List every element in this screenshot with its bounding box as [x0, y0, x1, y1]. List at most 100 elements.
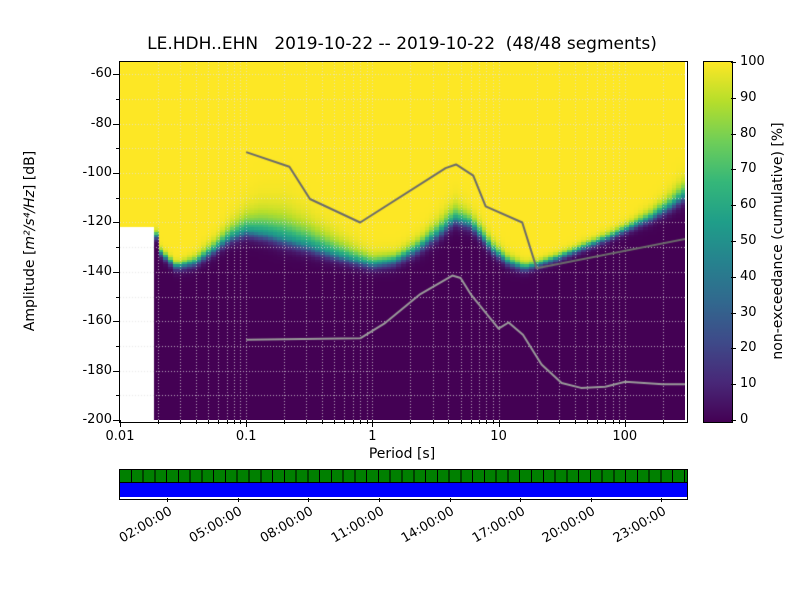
- y-axis-label-suffix: ] [dB]: [22, 150, 38, 191]
- x-minor-tick: [619, 420, 620, 424]
- colorbar-tick: [731, 348, 736, 350]
- time-tick-label: 08:00:00: [257, 504, 316, 547]
- x-minor-tick: [460, 420, 462, 424]
- y-minor-tick: [116, 296, 120, 298]
- x-minor-tick: [486, 420, 488, 424]
- x-tick-label: 1: [368, 429, 377, 444]
- y-major-tick: [113, 321, 120, 323]
- colorbar-tick-label: 10: [740, 376, 757, 392]
- colorbar-tick-label: 20: [740, 340, 757, 356]
- x-tick-label: 0.1: [235, 429, 257, 444]
- x-minor-tick: [448, 420, 450, 424]
- y-axis-label-prefix: Amplitude [: [22, 249, 38, 332]
- colorbar-tick: [731, 62, 736, 63]
- x-minor-tick: [558, 420, 560, 424]
- y-minor-tick: [116, 395, 120, 397]
- time-coverage-bar: [119, 469, 688, 500]
- time-tick: [378, 498, 380, 502]
- colorbar-gradient: [704, 62, 732, 422]
- y-minor-tick: [116, 148, 120, 150]
- y-minor-tick: [116, 197, 120, 199]
- colorbar-tick-label: 90: [740, 89, 757, 105]
- x-minor-tick: [334, 420, 336, 424]
- x-minor-tick: [344, 420, 346, 424]
- x-major-tick: [624, 420, 626, 427]
- x-axis-label: Period [s]: [368, 446, 436, 462]
- time-tick-label: 02:00:00: [116, 504, 175, 547]
- colorbar-tick: [731, 169, 736, 171]
- colorbar-tick: [731, 241, 736, 242]
- x-minor-tick: [233, 420, 235, 424]
- x-minor-tick: [208, 420, 210, 424]
- x-minor-tick: [284, 420, 286, 424]
- y-major-tick: [113, 173, 120, 175]
- x-minor-tick: [574, 420, 576, 424]
- colorbar-tick-label: 30: [740, 304, 757, 320]
- time-tick: [237, 498, 239, 502]
- x-minor-tick: [470, 420, 472, 424]
- colorbar-tick-label: 50: [740, 233, 757, 248]
- colorbar-tick-label: 60: [740, 197, 757, 213]
- colorbar-tick: [731, 276, 736, 278]
- y-tick-label: -160: [82, 313, 112, 329]
- y-tick-label: -200: [82, 412, 112, 427]
- x-minor-tick: [605, 420, 607, 424]
- colorbar-tick-label: 100: [740, 54, 765, 69]
- colorbar-tick-label: 40: [740, 268, 757, 284]
- y-tick-label: -140: [82, 263, 112, 279]
- x-minor-tick: [596, 420, 598, 424]
- y-tick-label: -100: [82, 165, 112, 181]
- time-tick: [661, 498, 663, 502]
- colorbar-tick: [731, 133, 736, 135]
- time-tick-label: 23:00:00: [610, 504, 669, 547]
- x-major-tick: [498, 420, 500, 427]
- plot-area: [119, 61, 688, 423]
- x-minor-tick: [536, 420, 538, 424]
- time-tick-label: 05:00:00: [187, 504, 246, 547]
- y-minor-tick: [116, 345, 120, 347]
- x-minor-tick: [360, 420, 362, 424]
- colorbar-tick-label: 70: [740, 161, 757, 177]
- y-major-tick: [113, 222, 120, 224]
- time-tick-label: 11:00:00: [328, 504, 387, 547]
- x-minor-tick: [240, 420, 242, 424]
- colorbar-tick: [731, 312, 736, 314]
- x-minor-tick: [410, 420, 412, 424]
- x-minor-tick: [306, 420, 308, 424]
- y-major-tick: [113, 123, 120, 125]
- time-tick: [449, 498, 451, 502]
- x-tick-label: 100: [612, 429, 638, 444]
- plot-title: LE.HDH..EHN 2019-10-22 -- 2019-10-22 (48…: [147, 34, 657, 54]
- x-major-tick: [372, 420, 374, 427]
- x-minor-tick: [180, 420, 182, 424]
- time-tick-label: 14:00:00: [399, 504, 458, 547]
- y-axis-label: Amplitude [m²/s⁴/Hz] [dB]: [22, 151, 38, 331]
- y-axis-label-units: m²/s⁴/Hz: [22, 190, 38, 250]
- colorbar-tick: [731, 420, 736, 421]
- colorbar-tick-label: 0: [740, 412, 749, 427]
- x-minor-tick: [366, 420, 368, 424]
- y-major-tick: [113, 74, 120, 76]
- x-major-tick: [246, 420, 248, 427]
- x-minor-tick: [218, 420, 220, 424]
- ppsd-heatmap: [120, 62, 685, 420]
- colorbar-tick: [731, 384, 736, 386]
- colorbar-tick: [731, 205, 736, 207]
- x-minor-tick: [479, 420, 481, 424]
- x-minor-tick: [586, 420, 588, 424]
- time-tick: [590, 498, 592, 502]
- coverage-segments-bar: [120, 470, 687, 483]
- colorbar-tick: [731, 97, 736, 99]
- colorbar-tick-label: 80: [740, 125, 757, 141]
- x-minor-tick: [195, 420, 197, 424]
- x-minor-tick: [492, 420, 494, 424]
- y-minor-tick: [116, 99, 120, 101]
- x-minor-tick: [157, 420, 159, 424]
- x-tick-label: 0.01: [105, 429, 135, 444]
- x-minor-tick: [662, 420, 664, 424]
- x-tick-label: 10: [490, 429, 507, 444]
- x-minor-tick: [226, 420, 228, 424]
- time-tick: [520, 498, 522, 502]
- coverage-timerange-bar: [120, 483, 687, 497]
- x-minor-tick: [432, 420, 434, 424]
